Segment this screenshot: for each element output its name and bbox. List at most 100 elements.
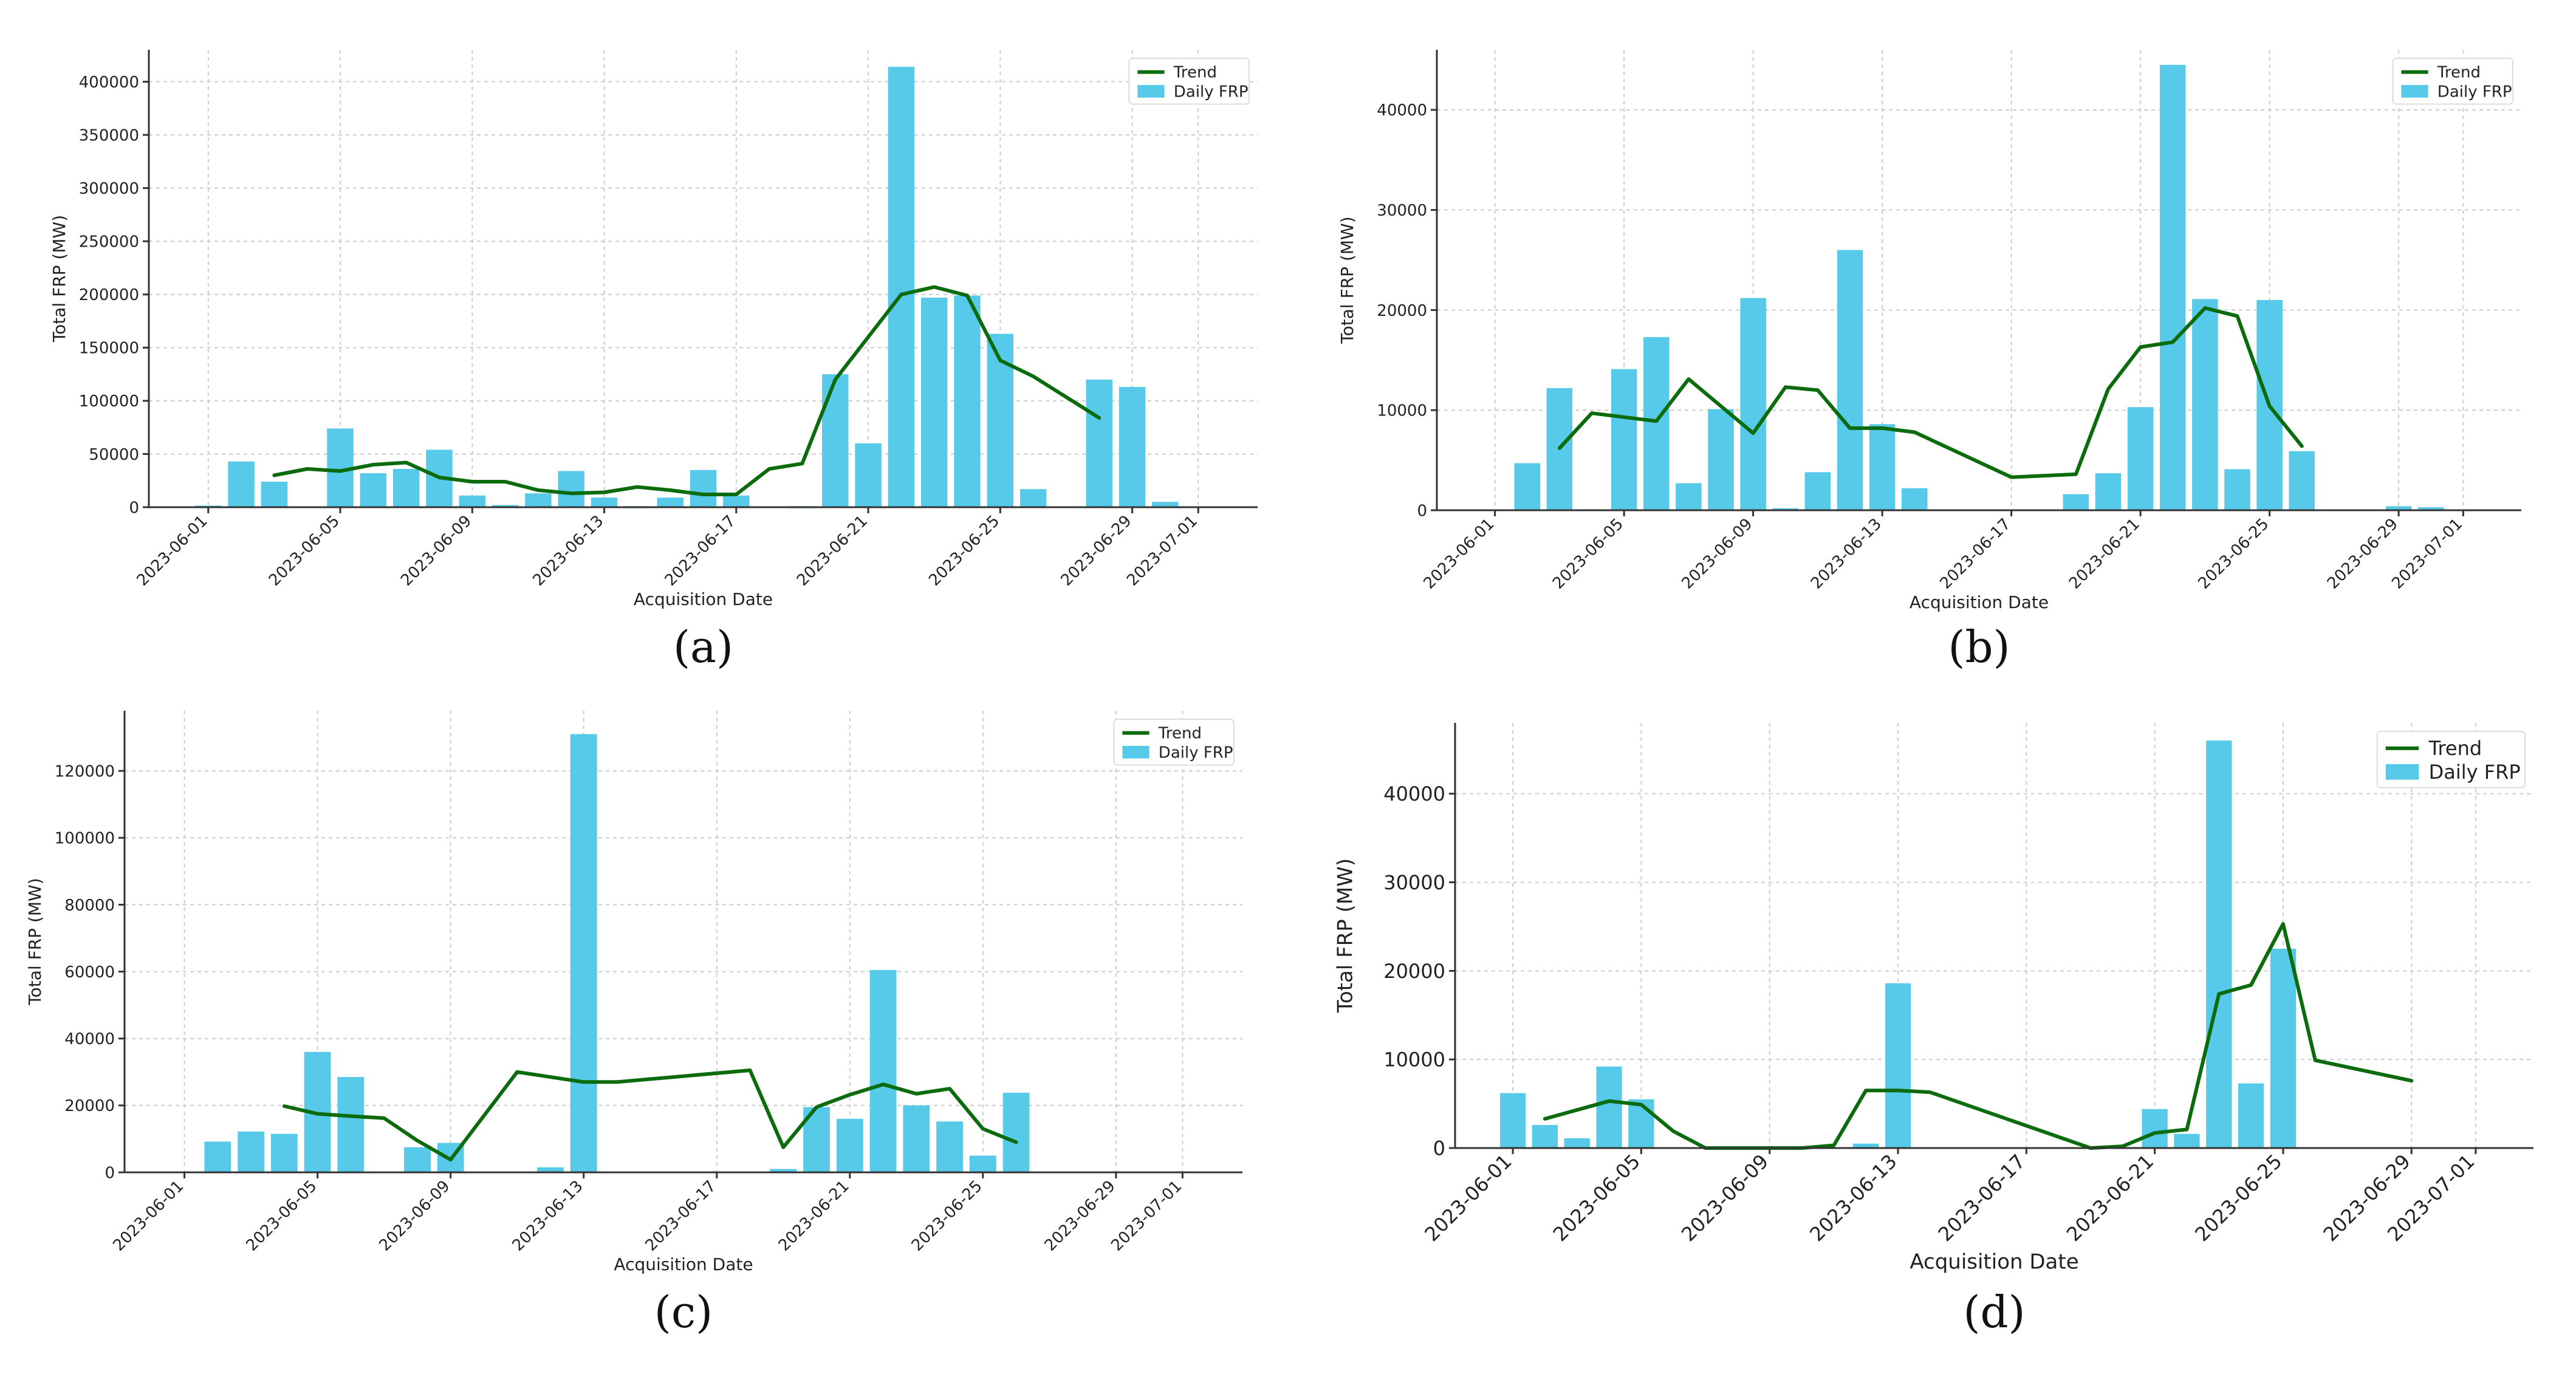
legend-bar-swatch [2385,764,2419,780]
daily-frp-bar [337,1077,365,1172]
panel-label: (a) [673,621,733,672]
y-tick-label: 50000 [89,446,139,464]
daily-frp-bar [1019,489,1047,507]
daily-frp-bar [1611,369,1637,510]
daily-frp-bar [1804,472,1831,510]
daily-frp-bar [1499,1093,1526,1148]
daily-frp-bar [2385,506,2412,510]
y-tick-label: 200000 [79,286,139,304]
daily-frp-bar [2063,494,2089,510]
daily-frp-bar [492,505,519,507]
x-axis-title: Acquisition Date [1910,592,2049,612]
y-tick-label: 40000 [64,1030,115,1048]
x-tick-label: 2023-06-09 [376,1177,454,1255]
y-tick-label: 60000 [64,963,115,982]
daily-frp-bar [1152,502,1179,507]
y-tick-label: 40000 [1377,101,1427,120]
daily-frp-bar [2160,64,2186,510]
legend-bar-label: Daily FRP [2437,83,2512,101]
x-axis-title: Acquisition Date [614,1254,753,1274]
x-tick-label: 2023-06-25 [2195,515,2273,593]
trend-line [1543,922,2414,1150]
y-tick-label: 0 [1433,1137,1445,1160]
daily-frp-bar [537,1167,564,1172]
daily-frp-bar [969,1155,996,1172]
daily-frp-bar [1596,1066,1622,1148]
panel-label: (c) [654,1287,713,1338]
daily-frp-bar [270,1133,298,1172]
x-tick-label: 2023-06-21 [2062,1150,2158,1246]
daily-frp-bar [392,468,420,507]
y-tick-label: 300000 [79,180,139,198]
x-tick-label: 2023-06-25 [925,512,1003,590]
daily-frp-bar [591,497,618,507]
daily-frp-bar [1772,508,1798,510]
legend-trend-label: Trend [1158,725,1202,743]
legend-bar-swatch [2401,84,2428,98]
daily-frp-bar [888,67,915,507]
y-tick-label: 20000 [64,1097,115,1115]
daily-frp-bar [2289,451,2315,510]
legend-bar-swatch [1137,84,1165,98]
legend-bar-label: Daily FRP [1159,743,1233,762]
x-tick-label: 2023-06-09 [1679,515,1756,593]
daily-frp-bar [1118,387,1146,507]
x-tick-label: 2023-06-29 [1057,512,1135,590]
x-tick-label: 2023-06-17 [1937,515,2015,593]
y-tick-label: 30000 [1377,202,1427,220]
x-tick-label: 2023-06-29 [1041,1177,1119,1255]
y-tick-label: 150000 [79,340,139,358]
x-tick-label: 2023-06-01 [1420,515,1498,593]
daily-frp-bar [2174,1133,2200,1148]
x-tick-label: 2023-06-05 [1549,1150,1645,1246]
daily-frp-bar [822,374,849,507]
daily-frp-bar [920,298,948,507]
x-tick-label: 2023-07-01 [1123,512,1201,590]
daily-frp-bar [1086,379,1113,507]
daily-frp-bar [2418,507,2444,510]
panel-label: (b) [1948,621,2010,672]
x-tick-label: 2023-06-21 [2066,515,2143,593]
daily-frp-bar [459,495,486,507]
x-tick-label: 2023-06-13 [1807,515,1885,593]
daily-frp-bar [903,1105,930,1172]
daily-frp-bar [770,1169,797,1172]
y-tick-label: 10000 [1383,1048,1445,1072]
daily-frp-bar [404,1147,431,1172]
daily-frp-bar [2224,469,2250,510]
daily-frp-bar [657,497,683,507]
legend-trend-label: Trend [2428,737,2482,760]
legend-trend-label: Trend [1173,64,1217,82]
panel-label: (d) [1963,1287,2025,1338]
x-tick-label: 2023-06-09 [1677,1150,1773,1246]
daily-frp-bar [261,481,288,507]
daily-frp-bar [525,493,552,507]
x-tick-label: 2023-06-21 [793,512,871,590]
y-tick-label: 80000 [64,897,115,915]
y-tick-label: 30000 [1383,871,1445,894]
y-tick-label: 0 [129,499,139,517]
y-tick-label: 10000 [1377,402,1427,420]
y-tick-label: 20000 [1377,302,1427,320]
chart-panel-3: 0 20000 40000 60000 80000 100000 120000 2023-06… [25,711,1242,1338]
daily-frp-bar [855,443,882,507]
x-tick-label: 2023-06-17 [662,512,739,590]
x-tick-label: 2023-06-05 [1549,515,1627,593]
legend-bar-swatch [1122,745,1149,759]
y-tick-label: 120000 [55,762,115,781]
x-tick-label: 2023-06-13 [1805,1150,1901,1246]
legend-bar-label: Daily FRP [2429,760,2521,784]
y-tick-label: 0 [104,1164,115,1182]
x-tick-label: 2023-06-01 [109,1177,187,1255]
x-tick-label: 2023-06-21 [775,1177,853,1255]
trend-line [282,1068,1018,1162]
legend-bar-label: Daily FRP [1174,83,1249,101]
daily-frp-bar [1708,409,1734,510]
y-tick-label: 350000 [79,126,139,145]
daily-frp-bar [690,470,717,507]
x-tick-label: 2023-06-05 [265,512,343,590]
daily-frp-bar [558,471,584,507]
x-tick-label: 2023-06-17 [642,1177,720,1255]
daily-frp-bar [836,1118,863,1172]
